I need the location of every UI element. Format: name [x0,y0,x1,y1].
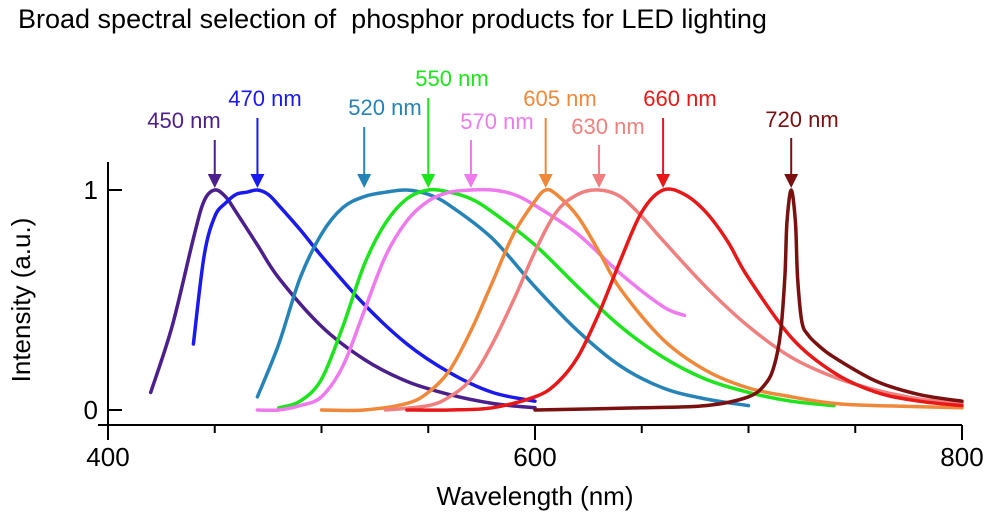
peak-arrowhead-550 [421,174,436,188]
peak-label-570: 570 nm [460,109,533,134]
peak-label-520: 520 nm [348,95,421,120]
y-tick-label: 1 [84,175,98,205]
peak-arrowhead-605 [538,174,553,188]
series-line-570 [255,187,687,413]
series-line-660 [405,187,964,412]
x-axis-label: Wavelength (nm) [437,481,634,511]
series-line-550 [277,187,836,410]
x-tick-label: 800 [940,442,983,472]
x-tick-label: 600 [513,442,556,472]
peak-arrowhead-450 [207,174,222,188]
y-tick-label: 0 [84,395,98,425]
x-tick-label: 400 [86,442,129,472]
series-line-605 [319,187,964,413]
series-line-630 [383,188,964,412]
peak-label-720: 720 nm [765,107,838,132]
chart-title: Broad spectral selection of phosphor pro… [18,4,767,34]
series-line-520 [255,188,751,408]
peak-arrowhead-720 [784,174,799,188]
peak-label-450: 450 nm [147,108,220,133]
y-axis-label: Intensity (a.u.) [6,218,36,383]
peak-arrowhead-570 [463,174,478,188]
series-line-470 [191,188,537,403]
peak-arrowhead-630 [592,174,607,188]
peak-arrowhead-470 [250,174,265,188]
peak-arrowhead-520 [357,174,372,188]
peak-label-470: 470 nm [228,86,301,111]
series-line-450 [148,188,537,410]
peak-label-660: 660 nm [643,86,716,111]
series-line-720 [533,188,964,412]
peak-arrowhead-660 [656,174,671,188]
peak-label-605: 605 nm [523,86,596,111]
peak-label-630: 630 nm [571,114,644,139]
peak-label-550: 550 nm [415,66,488,91]
